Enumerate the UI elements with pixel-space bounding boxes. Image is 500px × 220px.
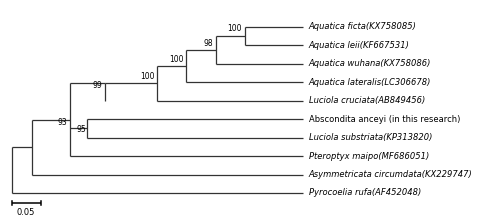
Text: Abscondita anceyi (in this research): Abscondita anceyi (in this research) (309, 115, 460, 124)
Text: 95: 95 (76, 125, 86, 134)
Text: Aquatica ficta(KX758085): Aquatica ficta(KX758085) (309, 22, 417, 31)
Text: 98: 98 (203, 39, 212, 48)
Text: Aquatica leii(KF667531): Aquatica leii(KF667531) (309, 41, 410, 50)
Text: 100: 100 (140, 72, 154, 81)
Text: 99: 99 (92, 81, 102, 90)
Text: Aquatica lateralis(LC306678): Aquatica lateralis(LC306678) (309, 78, 432, 87)
Text: 0.05: 0.05 (17, 208, 36, 217)
Text: Pteroptyx maipo(MF686051): Pteroptyx maipo(MF686051) (309, 152, 429, 161)
Text: Luciola substriata(KP313820): Luciola substriata(KP313820) (309, 133, 432, 142)
Text: 100: 100 (169, 55, 184, 64)
Text: 100: 100 (228, 24, 242, 33)
Text: Luciola cruciata(AB849456): Luciola cruciata(AB849456) (309, 96, 425, 105)
Text: Pyrocoelia rufa(AF452048): Pyrocoelia rufa(AF452048) (309, 189, 421, 198)
Text: Aquatica wuhana(KX758086): Aquatica wuhana(KX758086) (309, 59, 432, 68)
Text: 93: 93 (57, 118, 67, 127)
Text: Asymmetricata circumdata(KX229747): Asymmetricata circumdata(KX229747) (309, 170, 472, 179)
